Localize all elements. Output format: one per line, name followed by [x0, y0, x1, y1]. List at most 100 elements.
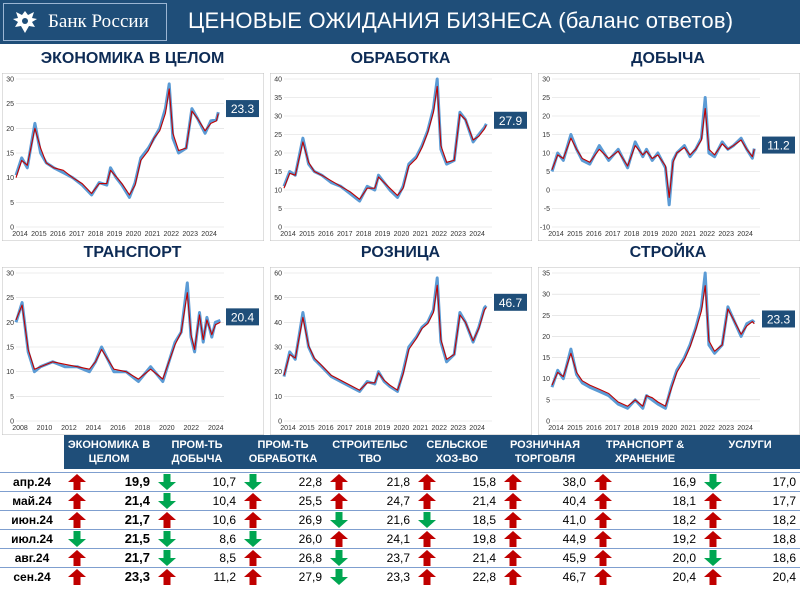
- last-value-label: 23.3: [767, 312, 791, 326]
- y-tick-label: 25: [6, 295, 14, 302]
- y-tick-label: 25: [542, 313, 550, 320]
- y-tick-label: 30: [6, 77, 14, 84]
- table-cell: 11,2: [154, 568, 240, 586]
- column-header: СТРОИТЕЛЬС ТВО: [326, 435, 414, 469]
- arrow-up-icon: [330, 531, 348, 547]
- y-tick-label: 30: [542, 292, 550, 299]
- cell-value: 21,4: [472, 494, 496, 508]
- x-tick-label: 2017: [337, 425, 353, 432]
- row-month-label: апр.24: [13, 475, 51, 489]
- arrow-up-icon: [158, 512, 176, 528]
- x-tick-label: 2019: [375, 425, 391, 432]
- cell-value: 44,9: [562, 532, 586, 546]
- arrow-down-icon: [158, 531, 176, 547]
- arrow-up-icon: [594, 474, 612, 490]
- arrow-up-icon: [504, 474, 522, 490]
- header: Банк России ЦЕНОВЫЕ ОЖИДАНИЯ БИЗНЕСА (ба…: [0, 0, 800, 44]
- y-tick-label: 30: [274, 114, 282, 121]
- x-tick-label: 2010: [37, 425, 53, 432]
- x-tick-label: 2021: [681, 425, 697, 432]
- x-tick-label: 2018: [624, 425, 640, 432]
- chart-title-transport: ТРАНСПОРТ: [83, 244, 182, 261]
- last-value-label: 23.3: [231, 102, 255, 116]
- table-cell: 45,9: [500, 549, 590, 567]
- y-tick-label: 10: [6, 369, 14, 376]
- x-tick-label: 2016: [318, 425, 334, 432]
- cell-value: 24,1: [386, 532, 410, 546]
- table-cell: 10,7: [154, 473, 240, 491]
- y-tick-label: 15: [6, 151, 14, 158]
- column-header: СЕЛЬСКОЕ ХОЗ-ВО: [414, 435, 500, 469]
- cell-value: 26,0: [298, 532, 322, 546]
- arrow-up-icon: [704, 493, 722, 509]
- cell-value: 21,8: [386, 475, 410, 489]
- chart-frame: [2, 73, 264, 241]
- column-header: ЭКОНОМИКА В ЦЕЛОМ: [64, 435, 154, 469]
- arrow-up-icon: [68, 550, 86, 566]
- table-cell: 18,6: [700, 549, 800, 567]
- table-cell: 24,1: [326, 530, 414, 548]
- table-cell: 16,9: [590, 473, 700, 491]
- x-tick-label: 2022: [163, 231, 179, 238]
- x-tick-label: 2014: [86, 425, 102, 432]
- chart-frame: [2, 267, 264, 435]
- cell-value: 25,5: [298, 494, 322, 508]
- y-tick-label: 0: [278, 225, 282, 232]
- x-tick-label: 2019: [107, 231, 123, 238]
- y-tick-label: 15: [542, 132, 550, 139]
- cell-value: 22,8: [298, 475, 322, 489]
- table-cell: 21,5: [64, 530, 154, 548]
- x-tick-label: 2022: [699, 231, 715, 238]
- y-tick-label: 60: [274, 271, 282, 278]
- x-tick-label: 2019: [643, 425, 659, 432]
- arrow-down-icon: [330, 512, 348, 528]
- y-tick-label: 15: [542, 355, 550, 362]
- column-header: ТРАНСПОРТ & ХРАНЕНИЕ: [590, 435, 700, 469]
- y-tick-label: 15: [6, 345, 14, 352]
- table-cell: 19,8: [414, 530, 500, 548]
- table-cell: 19,9: [64, 473, 154, 491]
- x-tick-label: 2012: [61, 425, 77, 432]
- cell-value: 21,7: [124, 550, 150, 565]
- y-tick-label: 10: [274, 394, 282, 401]
- arrow-down-icon: [704, 474, 722, 490]
- cell-value: 27,9: [298, 570, 322, 584]
- y-tick-label: 0: [546, 419, 550, 426]
- cell-value: 26,8: [298, 551, 322, 565]
- logo-text: Банк России: [48, 11, 149, 32]
- table-cell: 23,3: [64, 568, 154, 586]
- cell-value: 16,9: [672, 475, 696, 489]
- last-value-label: 46.7: [499, 296, 523, 310]
- x-tick-label: 2020: [159, 425, 175, 432]
- chart-title-retail: РОЗНИЦА: [360, 244, 441, 261]
- cell-value: 10,7: [212, 475, 236, 489]
- y-tick-label: 20: [274, 369, 282, 376]
- y-tick-label: 25: [6, 101, 14, 108]
- cell-value: 24,7: [386, 494, 410, 508]
- cell-value: 10,4: [212, 494, 236, 508]
- arrow-up-icon: [594, 512, 612, 528]
- row-month-label: авг.24: [14, 551, 50, 565]
- cell-value: 18,8: [772, 532, 796, 546]
- arrow-up-icon: [68, 493, 86, 509]
- arrow-up-icon: [418, 493, 436, 509]
- table-cell: 23,7: [326, 549, 414, 567]
- table-cell: 21,7: [64, 511, 154, 529]
- x-tick-label: 2024: [469, 425, 485, 432]
- y-tick-label: 20: [542, 334, 550, 341]
- chart-mining: -10 -5 0 5 10 15 20 25 30 2014 2015 2016 2017 2018 201…: [538, 73, 800, 241]
- table-cell: 8,5: [154, 549, 240, 567]
- y-tick-label: -5: [544, 206, 550, 213]
- y-tick-label: 0: [10, 225, 14, 232]
- y-tick-label: 5: [546, 397, 550, 404]
- arrow-up-icon: [594, 493, 612, 509]
- cell-value: 21,4: [124, 493, 150, 508]
- cell-value: 21,5: [124, 531, 150, 546]
- cell-value: 20,4: [772, 570, 796, 584]
- series-line: [15, 292, 221, 380]
- x-tick-label: 2021: [145, 231, 161, 238]
- x-tick-label: 2020: [126, 231, 142, 238]
- x-tick-label: 2024: [469, 231, 485, 238]
- arrow-down-icon: [330, 569, 348, 585]
- table-cell: 19,2: [590, 530, 700, 548]
